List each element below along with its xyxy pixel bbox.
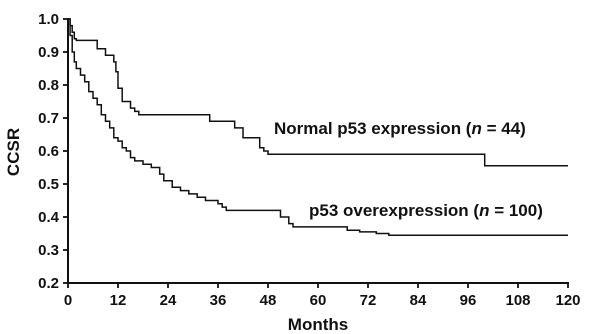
x-tick-label: 24 (160, 292, 177, 309)
x-tick-label: 72 (360, 292, 377, 309)
y-tick-label: 0.9 (38, 44, 59, 61)
x-tick-label: 60 (310, 292, 327, 309)
survival-curves (68, 18, 568, 236)
x-tick-label: 12 (110, 292, 127, 309)
y-axis-title: CCSR (4, 128, 23, 176)
x-tick-label: 96 (460, 292, 477, 309)
y-tick-label: 0.8 (38, 77, 59, 94)
x-tick-label: 120 (555, 292, 580, 309)
curve-p53-overexpression (68, 18, 568, 236)
x-axis-title: Months (288, 315, 348, 334)
y-axis-ticks: 0.2 0.3 0.4 0.5 0.6 0.7 0.8 0.9 1.0 (38, 11, 68, 292)
y-tick-label: 0.4 (38, 209, 60, 226)
curve-normal-p53 (68, 18, 568, 167)
x-tick-label: 84 (410, 292, 427, 309)
series-label-normal-p53: Normal p53 expression (n = 44) (274, 119, 526, 138)
y-tick-label: 0.2 (38, 275, 59, 292)
x-tick-label: 48 (260, 292, 277, 309)
x-tick-label: 0 (64, 292, 72, 309)
y-tick-label: 1.0 (38, 11, 59, 28)
y-tick-label: 0.7 (38, 110, 59, 127)
series-label-p53-overexpression: p53 overexpression (n = 100) (309, 201, 543, 220)
y-tick-label: 0.6 (38, 143, 59, 160)
y-tick-label: 0.3 (38, 242, 59, 259)
y-tick-label: 0.5 (38, 176, 59, 193)
x-tick-label: 36 (210, 292, 227, 309)
x-tick-label: 108 (505, 292, 530, 309)
x-axis-ticks: 0 12 24 36 48 60 72 84 96 108 120 (64, 283, 581, 309)
